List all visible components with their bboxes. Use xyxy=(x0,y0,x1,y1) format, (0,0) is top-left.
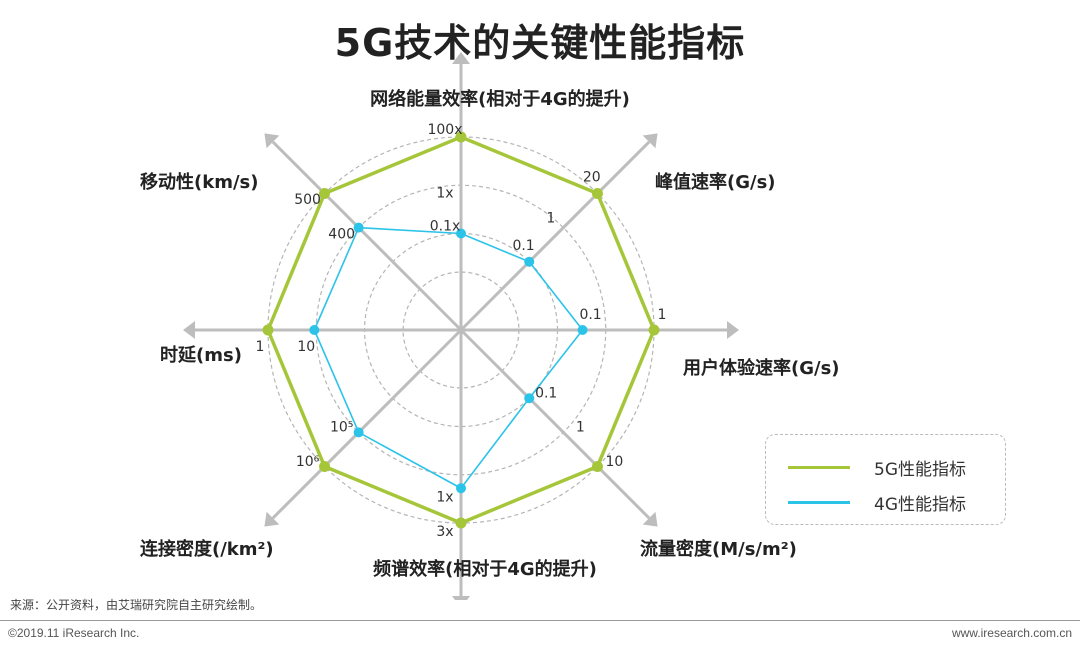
legend-item-4g: 4G性能指标 xyxy=(788,490,966,515)
point-5g-3 xyxy=(591,460,603,472)
point-4g-7 xyxy=(353,222,364,233)
tick-label-7-0: 500 xyxy=(294,192,321,208)
point-4g-5 xyxy=(353,427,364,438)
axis-label-1: 峰值速率(G/s) xyxy=(655,171,776,193)
axis-arrow-5 xyxy=(264,511,280,527)
tick-label-4-0: 3x xyxy=(436,524,453,540)
point-4g-6 xyxy=(309,325,320,335)
legend-label-4g: 4G性能指标 xyxy=(874,494,966,515)
point-5g-2 xyxy=(648,324,660,336)
axis-arrow-1 xyxy=(642,133,658,149)
tick-label-1-1: 1 xyxy=(546,210,555,226)
legend-label-5g: 5G性能指标 xyxy=(874,459,966,480)
tick-label-5-1: 10⁵ xyxy=(330,420,353,436)
legend-swatch-4g xyxy=(788,500,850,504)
axis-arrow-2 xyxy=(727,321,739,339)
axis-line-1 xyxy=(459,140,651,332)
axis-label-4: 频谱效率(相对于4G的提升) xyxy=(373,558,597,580)
footer-divider xyxy=(0,620,1080,621)
footer-copyright: ©2019.11 iResearch Inc. xyxy=(8,626,140,640)
point-4g-4 xyxy=(456,483,466,494)
axis-arrow-6 xyxy=(183,321,195,339)
point-5g-5 xyxy=(319,460,331,472)
point-4g-3 xyxy=(524,393,535,404)
point-4g-1 xyxy=(524,256,535,267)
axis-label-2: 用户体验速率(G/s) xyxy=(683,357,840,379)
axis-line-5 xyxy=(271,328,463,520)
tick-label-6-1: 10 xyxy=(297,339,315,355)
axis-arrow-4 xyxy=(452,596,470,600)
legend-swatch-5g xyxy=(788,465,850,469)
tick-label-6-0: 1 xyxy=(256,339,265,355)
point-5g-0 xyxy=(455,131,467,143)
source-note: 来源：公开资料，由艾瑞研究院自主研究绘制。 xyxy=(10,598,263,612)
axis-label-3: 流量密度(M/s/m²) xyxy=(640,538,797,560)
page-title: 5G技术的关键性能指标 xyxy=(334,21,746,65)
tick-label-7-1: 400 xyxy=(328,226,355,242)
axis-label-7: 移动性(km/s) xyxy=(140,171,258,193)
point-4g-0 xyxy=(456,228,466,239)
point-5g-4 xyxy=(455,517,467,529)
axis-label-5: 连接密度(/km²) xyxy=(140,538,274,560)
tick-label-3-1: 1 xyxy=(576,420,585,436)
tick-label-3-0: 10 xyxy=(606,454,624,470)
tick-label-2-1: 0.1 xyxy=(579,307,601,323)
axis-arrow-7 xyxy=(264,133,280,149)
footer-website: www.iresearch.com.cn xyxy=(951,626,1072,640)
tick-label-1-2: 0.1 xyxy=(512,238,534,254)
axis-label-6: 时延(ms) xyxy=(160,345,242,366)
tick-label-3-2: 0.1 xyxy=(535,386,557,402)
tick-label-5-0: 10⁶ xyxy=(296,454,320,470)
axis-line-3 xyxy=(459,328,651,520)
tick-label-0-1: 1x xyxy=(436,186,453,202)
axis-arrow-0 xyxy=(452,52,470,64)
tick-label-0-2: 0.1x xyxy=(430,219,461,235)
tick-label-1-0: 20 xyxy=(583,170,601,186)
legend: 5G性能指标 4G性能指标 xyxy=(765,434,1006,525)
point-4g-2 xyxy=(577,325,588,335)
point-5g-1 xyxy=(591,188,603,200)
point-5g-6 xyxy=(262,324,274,336)
axis-arrow-3 xyxy=(642,511,658,527)
radar-chart: 100x 1x 0.1x 20 1 0.1 1 0.1 10 1 0.1 3x 1x 10⁶ 10⁵ 1 10 5… xyxy=(140,52,840,600)
axis-line-7 xyxy=(271,140,463,332)
point-5g-7 xyxy=(319,188,331,200)
tick-label-0-0: 100x xyxy=(427,122,462,138)
tick-label-4-1: 1x xyxy=(436,489,453,505)
tick-label-2-0: 1 xyxy=(658,307,667,323)
legend-item-5g: 5G性能指标 xyxy=(788,455,966,480)
axis-label-0: 网络能量效率(相对于4G的提升) xyxy=(370,88,630,110)
